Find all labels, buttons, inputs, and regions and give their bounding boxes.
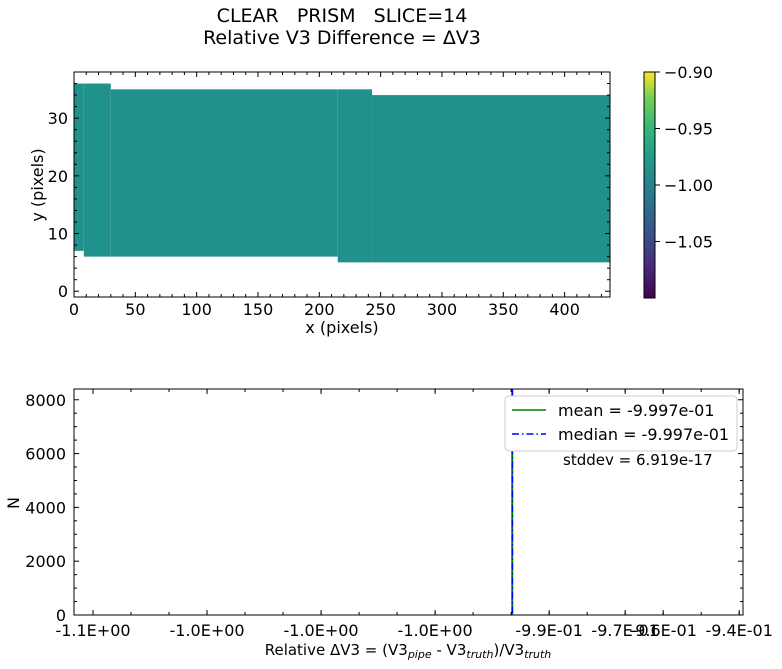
figure-title-line2: Relative V3 Difference = ΔV3 bbox=[203, 27, 481, 49]
x-label-subscript: truth bbox=[524, 648, 551, 661]
heatmap-x-tick-label: 50 bbox=[125, 300, 145, 319]
heatmap-cells bbox=[74, 83, 610, 263]
legend-mean-label: mean = -9.997e-01 bbox=[558, 401, 715, 420]
histogram-panel: -1.1E+00 -1.0E+00 -1.0E+00 -1.0E+00 -9.9E-01… bbox=[4, 388, 773, 661]
heatmap-region-0 bbox=[74, 83, 84, 251]
histogram-x-label: Relative ΔV3 = (V3pipe - V3truth)/V3trut… bbox=[265, 641, 552, 661]
heatmap-x-tick-label: 300 bbox=[427, 300, 458, 319]
x-label-subscript: pipe bbox=[407, 648, 432, 661]
heatmap-region-3 bbox=[337, 89, 373, 263]
x-label-subscript: truth bbox=[466, 648, 493, 661]
heatmap-x-tick-label: 100 bbox=[181, 300, 212, 319]
heatmap-x-tick-label: 400 bbox=[549, 300, 580, 319]
stddev-annotation: stddev = 6.919e-17 bbox=[563, 451, 713, 469]
histogram-x-tick-label: -9.6E-01 bbox=[629, 621, 696, 640]
legend-box bbox=[504, 395, 738, 452]
histogram-frame bbox=[73, 388, 744, 616]
heatmap-y-ticks: 0 10 20 30 bbox=[48, 83, 610, 301]
histogram-x-tick-label: -9.9E-01 bbox=[515, 621, 582, 640]
legend-median-label: median = -9.997e-01 bbox=[558, 425, 729, 444]
heatmap-x-tick-label: 0 bbox=[69, 300, 79, 319]
heatmap-x-tick-label: 150 bbox=[243, 300, 274, 319]
histogram-y-label: N bbox=[4, 497, 23, 509]
colorbar: −0.90 −0.95 −1.00 −1.05 bbox=[643, 63, 713, 299]
histogram-y-tick-label: 0 bbox=[56, 606, 66, 625]
histogram-y-tick-label: 2000 bbox=[25, 552, 66, 571]
colorbar-ticks: −0.90 −0.95 −1.00 −1.05 bbox=[655, 63, 713, 252]
heatmap-y-tick-label: 30 bbox=[48, 109, 68, 128]
heatmap-y-label: y (pixels) bbox=[28, 148, 47, 221]
heatmap-x-label: x (pixels) bbox=[305, 318, 378, 337]
heatmap-x-tick-label: 350 bbox=[488, 300, 519, 319]
heatmap-y-tick-label: 20 bbox=[48, 167, 68, 186]
histogram-y-tick-label: 6000 bbox=[25, 445, 66, 464]
histogram-y-ticks: 0 2000 4000 6000 8000 bbox=[25, 391, 743, 625]
histogram-y-tick-label: 4000 bbox=[25, 498, 66, 517]
heatmap-region-1 bbox=[83, 83, 111, 257]
histogram-x-tick-label: -1.1E+00 bbox=[55, 621, 130, 640]
heatmap-x-ticks: 0 50 100 150 200 250 300 350 400 bbox=[69, 72, 602, 319]
colorbar-tick-label: −0.95 bbox=[664, 120, 713, 139]
heatmap-panel: 0 50 100 150 200 250 300 350 400 0 10 20 30 x (pixe… bbox=[28, 71, 611, 337]
histogram-x-tick-label: -9.4E-01 bbox=[705, 621, 772, 640]
histogram-y-tick-label: 8000 bbox=[25, 391, 66, 410]
x-label-text: - V3 bbox=[432, 641, 467, 659]
x-label-text: Relative ΔV3 = (V3 bbox=[265, 641, 408, 659]
histogram-legend: mean = -9.997e-01 median = -9.997e-01 bbox=[504, 395, 738, 452]
x-label-text: )/V3 bbox=[493, 641, 524, 659]
heatmap-x-tick-label: 250 bbox=[365, 300, 396, 319]
histogram-x-tick-label: -1.0E+00 bbox=[284, 621, 359, 640]
histogram-x-tick-label: -1.0E+00 bbox=[398, 621, 473, 640]
heatmap-x-tick-label: 200 bbox=[304, 300, 335, 319]
heatmap-region-4 bbox=[372, 95, 610, 263]
colorbar-gradient bbox=[643, 71, 656, 299]
heatmap-region-2 bbox=[110, 89, 338, 257]
heatmap-frame bbox=[73, 71, 611, 298]
figure-title-line1: CLEAR PRISM SLICE=14 bbox=[217, 5, 468, 27]
histogram-x-ticks: -1.1E+00 -1.0E+00 -1.0E+00 -1.0E+00 -9.9E-01… bbox=[55, 389, 773, 640]
heatmap-y-tick-label: 10 bbox=[48, 225, 68, 244]
colorbar-tick-label: −1.00 bbox=[664, 176, 713, 195]
histogram-x-tick-label: -1.0E+00 bbox=[169, 621, 244, 640]
heatmap-y-tick-label: 0 bbox=[58, 282, 68, 301]
histogram-x-tick-label: -9.7E-01 bbox=[591, 621, 658, 640]
colorbar-tick-label: −0.90 bbox=[664, 63, 713, 82]
colorbar-tick-label: −1.05 bbox=[664, 233, 713, 252]
